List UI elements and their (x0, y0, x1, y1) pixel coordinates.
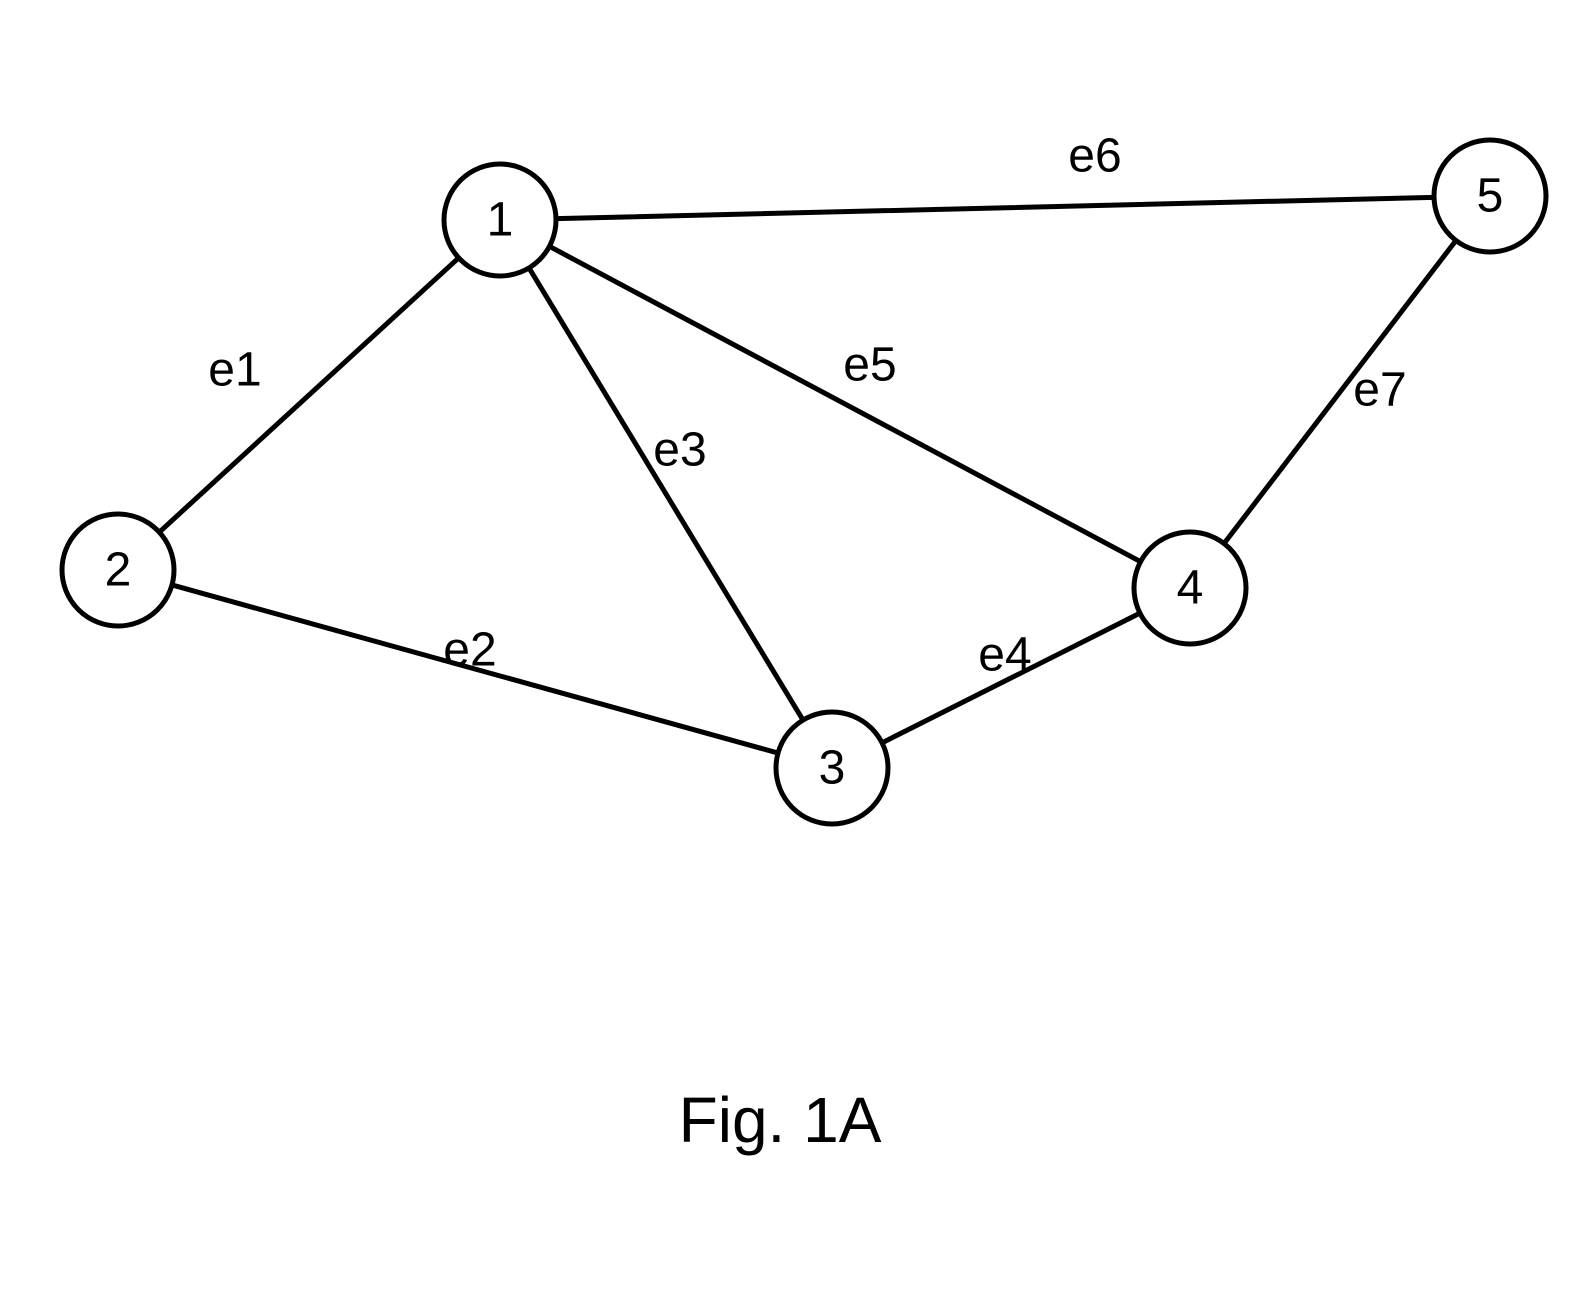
node-label-1: 1 (487, 193, 514, 248)
node-label-5: 5 (1477, 169, 1504, 224)
edge-label-e5: e5 (843, 338, 896, 393)
network-diagram: e1 e2 e3 e4 e5 e6 e7 1 2 3 4 5 Fig. 1A (0, 0, 1585, 1305)
edge-e1 (159, 258, 458, 532)
edge-label-e6: e6 (1068, 129, 1121, 184)
edge-label-e1: e1 (208, 343, 261, 398)
node-label-3: 3 (819, 741, 846, 796)
edge-e6 (556, 197, 1434, 218)
edge-label-e4: e4 (978, 628, 1031, 683)
edge-label-e3: e3 (653, 423, 706, 478)
edge-e5 (549, 246, 1140, 561)
edge-e3 (529, 268, 803, 720)
edge-e7 (1224, 240, 1456, 543)
edge-label-e7: e7 (1353, 363, 1406, 418)
node-label-2: 2 (105, 543, 132, 598)
edge-label-e2: e2 (443, 623, 496, 678)
node-label-4: 4 (1177, 561, 1204, 616)
figure-caption: Fig. 1A (679, 1083, 882, 1157)
